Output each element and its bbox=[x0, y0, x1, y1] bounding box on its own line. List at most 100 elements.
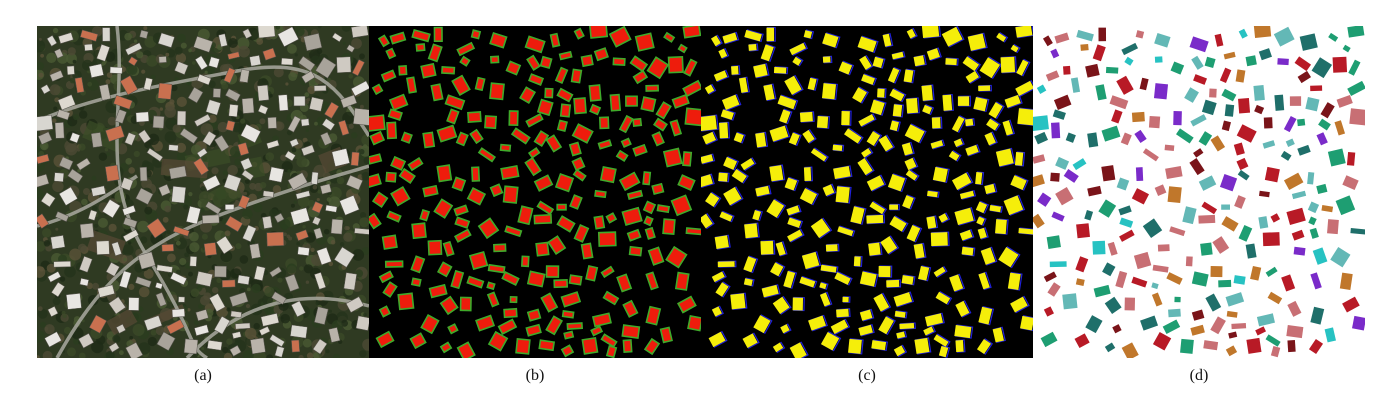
building-roof bbox=[278, 94, 289, 112]
building-roof bbox=[310, 171, 319, 185]
building-instance bbox=[1101, 165, 1116, 182]
building-mask-red bbox=[453, 204, 469, 217]
building-instance bbox=[1095, 84, 1107, 101]
building-roof bbox=[195, 271, 213, 287]
building-mask-red bbox=[602, 290, 620, 306]
building-instance bbox=[1050, 122, 1061, 139]
building-instance bbox=[1047, 282, 1061, 297]
building-roof bbox=[56, 109, 71, 121]
building-mask-red bbox=[554, 66, 569, 84]
building-mask-yellow bbox=[787, 229, 803, 242]
building-roof bbox=[257, 26, 276, 39]
building-mask-red bbox=[556, 215, 576, 233]
building-roof bbox=[187, 86, 204, 104]
building-mask-yellow bbox=[701, 213, 713, 229]
building-instance bbox=[1210, 266, 1223, 278]
building-mask-yellow bbox=[722, 32, 738, 44]
building-mask-yellow bbox=[872, 56, 884, 69]
building-roof bbox=[205, 201, 222, 215]
building-instance bbox=[1135, 167, 1144, 182]
building-instance bbox=[1280, 150, 1292, 161]
building-instance bbox=[1184, 87, 1199, 103]
building-instance bbox=[1297, 118, 1306, 127]
building-roof bbox=[139, 166, 148, 182]
building-instance bbox=[1052, 109, 1066, 120]
building-instance bbox=[1055, 187, 1074, 206]
building-roof bbox=[155, 292, 167, 307]
building-roof bbox=[143, 77, 153, 91]
building-mask-red bbox=[670, 194, 693, 217]
building-mask-red bbox=[667, 55, 684, 74]
building-roof bbox=[303, 33, 323, 52]
building-mask-yellow bbox=[859, 271, 877, 287]
building-mask-red bbox=[422, 184, 439, 198]
building-mask-red bbox=[663, 31, 676, 43]
building-instance bbox=[1115, 270, 1128, 289]
building-mask-yellow bbox=[949, 274, 964, 292]
building-mask-red bbox=[538, 339, 556, 352]
building-roof bbox=[269, 266, 282, 278]
building-instance bbox=[1168, 308, 1181, 318]
building-mask-yellow bbox=[1016, 59, 1029, 76]
building-roof bbox=[137, 129, 152, 144]
building-mask-red bbox=[411, 222, 427, 240]
building-roof bbox=[49, 70, 64, 82]
building-instance bbox=[1254, 104, 1265, 115]
building-instance bbox=[1235, 69, 1246, 83]
building-instance bbox=[1236, 124, 1257, 143]
building-instance bbox=[1151, 292, 1163, 307]
building-mask-yellow bbox=[704, 84, 715, 94]
building-roof bbox=[351, 59, 365, 77]
building-mask-yellow bbox=[861, 148, 872, 158]
building-instance bbox=[1131, 276, 1148, 288]
building-mask-yellow bbox=[792, 297, 804, 311]
building-roof bbox=[111, 241, 122, 257]
building-mask-yellow bbox=[948, 150, 960, 161]
building-mask-yellow bbox=[801, 251, 820, 270]
building-roof bbox=[301, 70, 316, 84]
building-instance bbox=[1043, 306, 1054, 317]
building-mask-red bbox=[390, 185, 411, 207]
building-mask-red bbox=[517, 205, 534, 226]
building-mask-red bbox=[645, 271, 659, 291]
building-instance bbox=[1121, 42, 1139, 56]
building-mask-red bbox=[554, 172, 575, 193]
building-mask-red bbox=[390, 155, 407, 171]
building-roof bbox=[218, 33, 228, 48]
building-instance bbox=[1191, 309, 1205, 321]
building-instance bbox=[1075, 256, 1089, 273]
building-instance bbox=[1092, 240, 1106, 255]
building-roof bbox=[194, 324, 210, 337]
building-mask-red bbox=[441, 66, 456, 75]
building-mask-yellow bbox=[938, 213, 949, 223]
building-mask-yellow bbox=[921, 85, 933, 101]
building-mask-red bbox=[502, 185, 519, 204]
building-mask-red bbox=[652, 117, 668, 132]
building-instance bbox=[1253, 26, 1272, 38]
building-roof bbox=[208, 56, 220, 69]
building-mask-yellow bbox=[803, 30, 813, 39]
building-roof bbox=[297, 246, 310, 256]
building-instance bbox=[1238, 98, 1251, 114]
building-mask-yellow bbox=[961, 246, 974, 256]
building-mask-yellow bbox=[853, 256, 861, 267]
building-mask-red bbox=[632, 143, 648, 157]
building-mask-yellow bbox=[769, 165, 784, 182]
building-mask-red bbox=[487, 330, 509, 352]
building-roof bbox=[193, 36, 214, 53]
building-instance bbox=[1154, 56, 1163, 63]
building-instance bbox=[1054, 32, 1070, 44]
building-mask-red bbox=[632, 117, 643, 127]
building-instance bbox=[1346, 152, 1356, 166]
building-instance bbox=[1198, 214, 1216, 224]
building-roof bbox=[40, 192, 56, 208]
building-roof bbox=[242, 28, 253, 39]
building-mask-red bbox=[685, 227, 701, 236]
building-mask-yellow bbox=[859, 55, 872, 70]
building-instance bbox=[1070, 77, 1081, 93]
building-mask-yellow bbox=[1015, 80, 1033, 97]
building-instance bbox=[1289, 96, 1302, 106]
building-instance bbox=[1210, 135, 1226, 152]
building-mask-yellow bbox=[945, 58, 957, 66]
building-instance bbox=[1191, 55, 1204, 70]
